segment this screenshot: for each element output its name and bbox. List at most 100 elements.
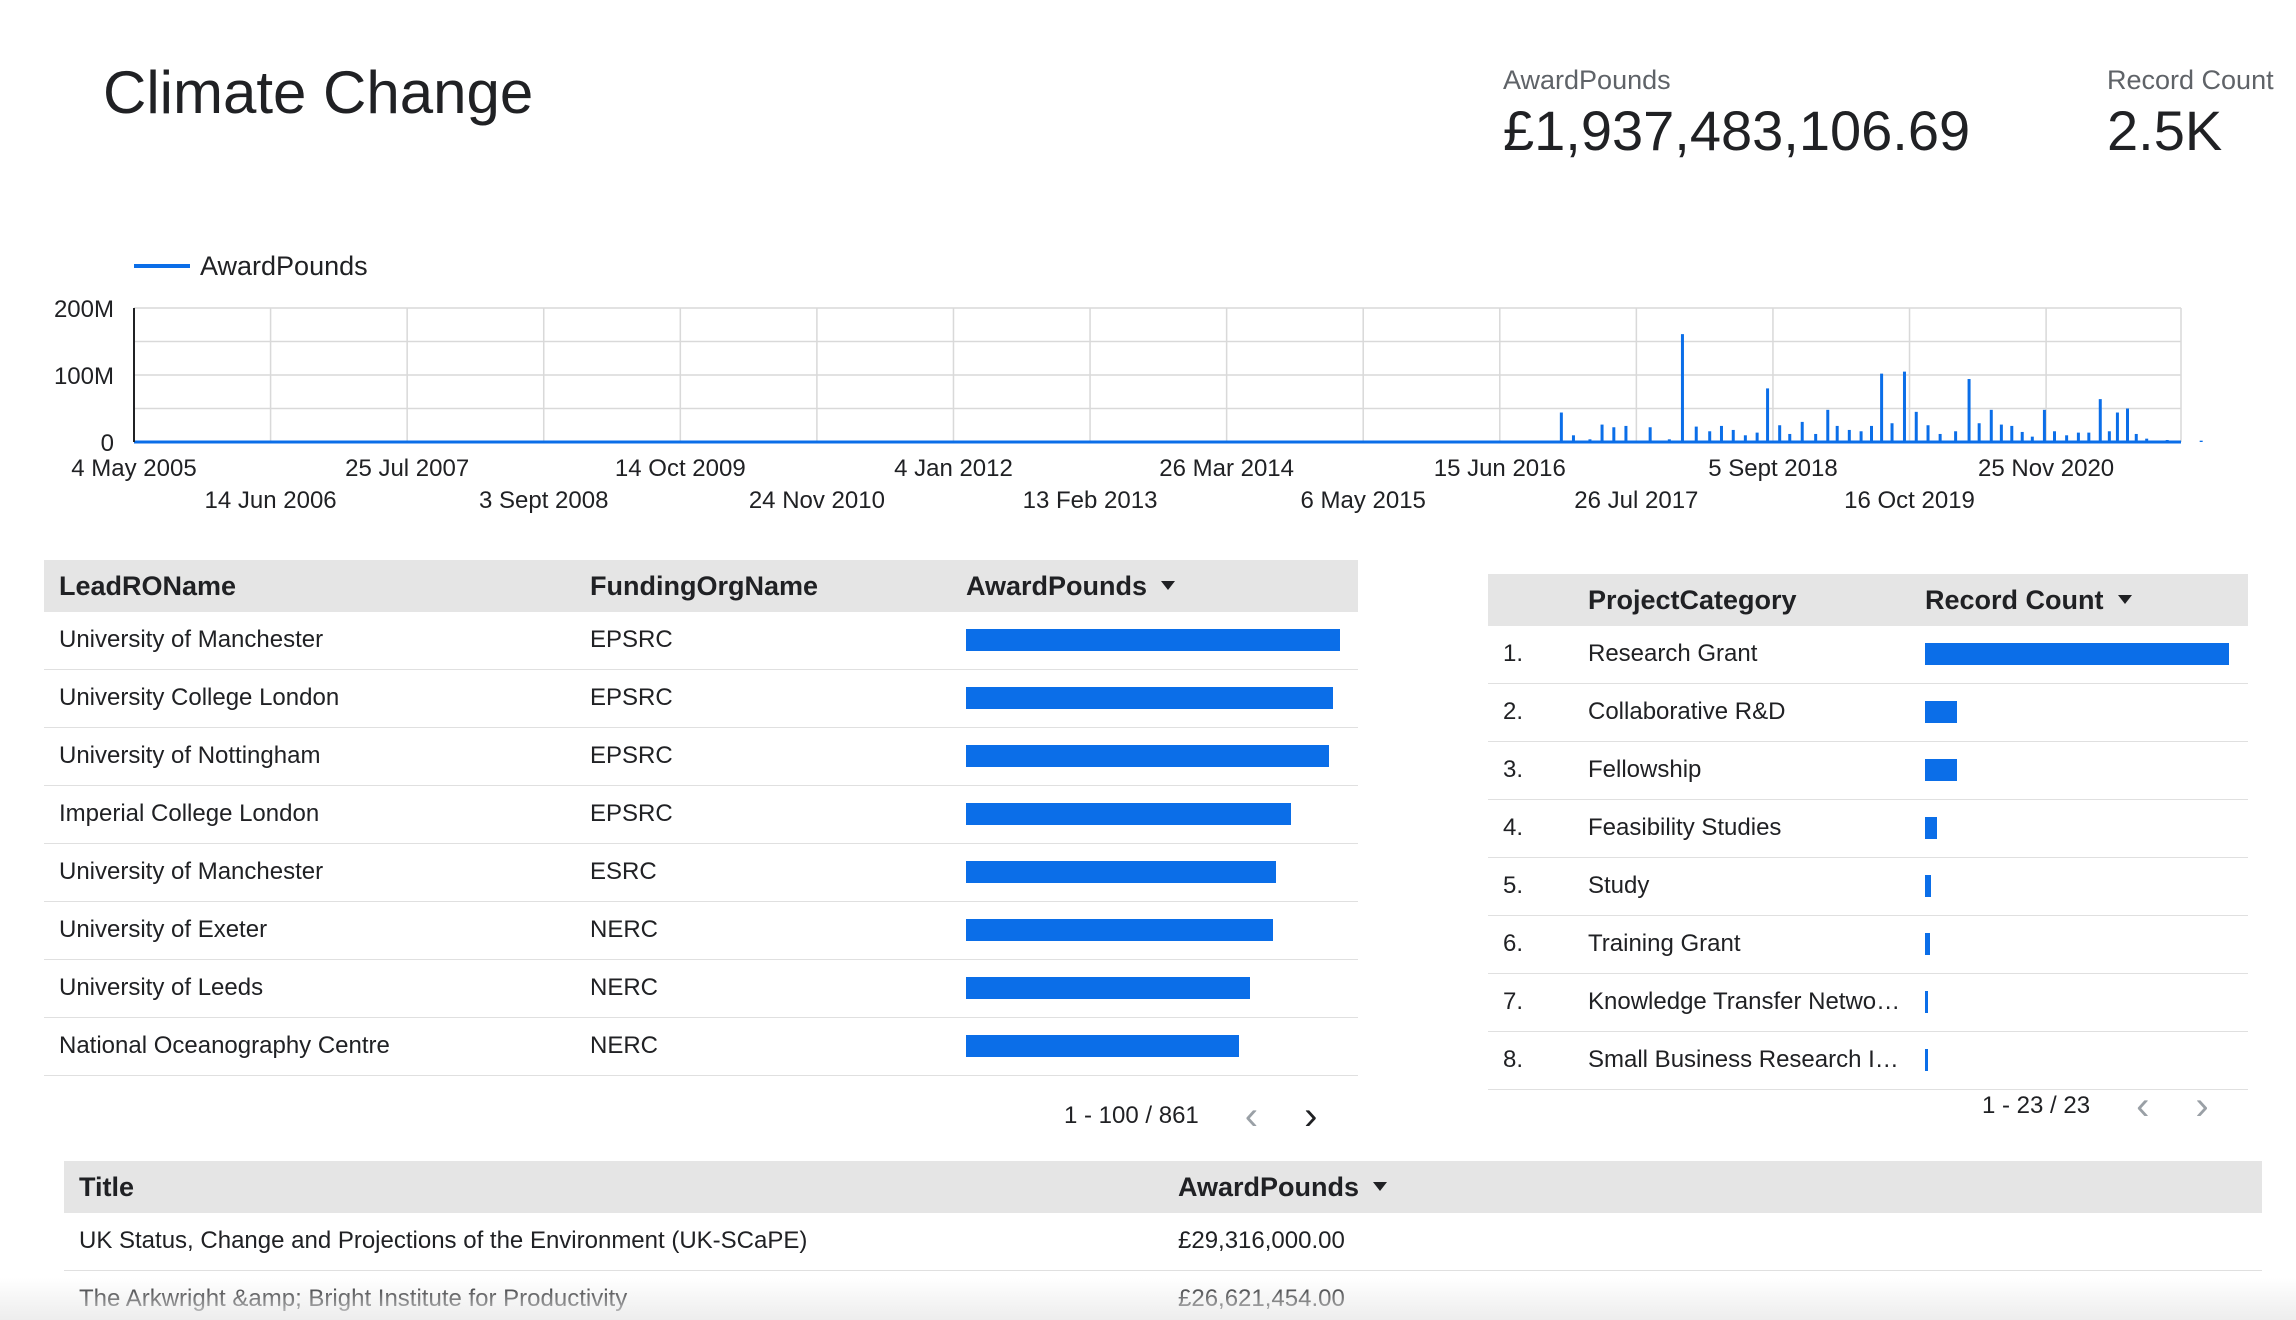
table-row[interactable]: University of Manchester ESRC [44, 844, 1358, 902]
x-tick-label: 26 Mar 2014 [1159, 455, 1294, 482]
table-row[interactable]: UK Status, Change and Projections of the… [64, 1213, 2262, 1271]
x-tick-label: 15 Jun 2016 [1434, 455, 1566, 482]
report-title: Climate Change [103, 59, 534, 126]
x-tick-label: 14 Jun 2006 [205, 487, 337, 514]
table-header: ProjectCategory Record Count [1488, 574, 2248, 626]
chart-series-awardpounds [134, 334, 2203, 444]
cell-awardpounds-bar [966, 861, 1277, 883]
previous-page-icon[interactable]: ‹ [1244, 1094, 1259, 1138]
cell-fundingorgname: ESRC [590, 858, 657, 885]
cell-rank: 1. [1503, 640, 1524, 667]
award-pounds-scorecard[interactable]: AwardPounds £1,937,483,106.69 [1503, 64, 1970, 164]
column-header-projectcategory[interactable]: ProjectCategory [1588, 585, 1797, 615]
table-row[interactable]: National Oceanography Centre NERC [44, 1018, 1358, 1076]
cell-record-count-bar [1925, 933, 1930, 955]
next-page-icon[interactable]: › [1304, 1094, 1318, 1138]
table-row[interactable]: 4. Feasibility Studies [1488, 800, 2248, 858]
x-tick-label: 16 Oct 2019 [1844, 487, 1975, 514]
chart-legend[interactable]: AwardPounds [134, 251, 368, 281]
cell-awardpounds-bar [966, 629, 1340, 651]
cell-fundingorgname: EPSRC [590, 800, 673, 827]
table-row[interactable]: 1. Research Grant [1488, 626, 2248, 684]
next-page-icon[interactable]: › [2195, 1084, 2209, 1128]
x-tick-label: 6 May 2015 [1300, 487, 1425, 514]
table-row[interactable]: 5. Study [1488, 858, 2248, 916]
cell-leadroname: National Oceanography Centre [59, 1032, 390, 1059]
previous-page-icon[interactable]: ‹ [2136, 1084, 2150, 1128]
cell-fundingorgname: NERC [590, 974, 659, 1001]
cell-projectcategory: Feasibility Studies [1588, 814, 1782, 841]
cell-leadroname: Imperial College London [59, 800, 320, 827]
cell-awardpounds-bar [966, 1035, 1239, 1057]
pagination-range: 1 - 100 / 861 [1064, 1102, 1199, 1129]
table-row[interactable]: University College London EPSRC [44, 670, 1358, 728]
x-tick-label: 3 Sept 2008 [479, 487, 608, 514]
column-header-awardpounds[interactable]: AwardPounds [1178, 1161, 1388, 1213]
table-row[interactable]: University of Manchester EPSRC [44, 612, 1358, 670]
legend-label-awardpounds: AwardPounds [200, 251, 368, 281]
award-pounds-time-series-chart[interactable]: 0 100M 200M 4 May 2005 14 Jun 2006 25 Jul 20… [0, 240, 2296, 520]
record-count-scorecard[interactable]: Record Count 2.5K [2107, 64, 2274, 164]
cell-projectcategory: Research Grant [1588, 640, 1758, 667]
cell-awardpounds-bar [966, 745, 1329, 767]
cell-projectcategory: Knowledge Transfer Netwo… [1588, 988, 1901, 1015]
column-header-awardpounds[interactable]: AwardPounds [966, 560, 1176, 612]
table-row[interactable]: 3. Fellowship [1488, 742, 2248, 800]
cell-awardpounds-bar [966, 803, 1292, 825]
cell-rank: 4. [1503, 814, 1524, 841]
sort-descending-icon [1373, 1182, 1388, 1192]
table-row[interactable]: 8. Small Business Research I… [1488, 1032, 2248, 1090]
cell-leadroname: University of Manchester [59, 858, 324, 885]
project-category-table-pagination: 1 - 23 / 23 ‹ › [1982, 1086, 2209, 1126]
award-pounds-value: £1,937,483,106.69 [1503, 99, 1971, 162]
cell-record-count-bar [1925, 817, 1938, 839]
cell-fundingorgname: EPSRC [590, 684, 673, 711]
column-header-title[interactable]: Title [79, 1172, 135, 1202]
table-row[interactable]: 2. Collaborative R&D [1488, 684, 2248, 742]
cell-projectcategory: Collaborative R&D [1588, 698, 1786, 725]
x-tick-label: 25 Nov 2020 [1978, 455, 2114, 482]
chart-y-tick-labels: 0 100M 200M [54, 296, 114, 457]
table-header: Title AwardPounds [64, 1161, 2262, 1213]
table-row[interactable]: University of Exeter NERC [44, 902, 1358, 960]
cell-title: The Arkwright &amp; Bright Institute for… [79, 1285, 628, 1312]
column-header-fundingorgname[interactable]: FundingOrgName [590, 571, 818, 601]
table-row[interactable]: Imperial College London EPSRC [44, 786, 1358, 844]
cell-awardpounds-bar [966, 919, 1273, 941]
sort-descending-icon [2117, 595, 2132, 605]
record-count-label: Record Count [2107, 65, 2274, 95]
x-tick-label: 4 Jan 2012 [894, 455, 1013, 482]
cell-fundingorgname: NERC [590, 1032, 659, 1059]
y-tick-label: 200M [54, 296, 114, 323]
x-tick-label: 25 Jul 2007 [345, 455, 469, 482]
x-tick-label: 13 Feb 2013 [1023, 487, 1158, 514]
cell-rank: 3. [1503, 756, 1524, 783]
table-row[interactable]: 6. Training Grant [1488, 916, 2248, 974]
cell-projectcategory: Training Grant [1588, 930, 1741, 957]
table-row[interactable]: 7. Knowledge Transfer Netwo… [1488, 974, 2248, 1032]
column-header-label: AwardPounds [1178, 1172, 1360, 1202]
cell-record-count-bar [1925, 701, 1957, 723]
cell-leadroname: University of Nottingham [59, 742, 321, 769]
sort-descending-icon [1161, 581, 1176, 591]
cell-leadroname: University of Manchester [59, 626, 324, 653]
cell-fundingorgname: EPSRC [590, 626, 673, 653]
lead-organisation-table-pagination: 1 - 100 / 861 ‹ › [1064, 1096, 1317, 1136]
column-header-leadroname[interactable]: LeadROName [59, 571, 237, 601]
cell-rank: 7. [1503, 988, 1524, 1015]
table-row[interactable]: The Arkwright &amp; Bright Institute for… [64, 1271, 2262, 1320]
table-row[interactable]: University of Nottingham EPSRC [44, 728, 1358, 786]
x-tick-label: 4 May 2005 [71, 455, 196, 482]
cell-awardpounds-bar [966, 687, 1333, 709]
cell-leadroname: University College London [59, 684, 340, 711]
table-row[interactable]: University of Leeds NERC [44, 960, 1358, 1018]
cell-rank: 2. [1503, 698, 1524, 725]
y-tick-label: 0 [101, 430, 114, 457]
pagination-range: 1 - 23 / 23 [1982, 1092, 2091, 1119]
award-pounds-label: AwardPounds [1503, 65, 1671, 95]
cell-record-count-bar [1925, 643, 2229, 665]
table-header: LeadROName FundingOrgName AwardPounds [44, 560, 1358, 612]
column-header-record-count[interactable]: Record Count [1925, 574, 2132, 626]
cell-title: UK Status, Change and Projections of the… [79, 1227, 808, 1254]
cell-record-count-bar [1925, 875, 1932, 897]
